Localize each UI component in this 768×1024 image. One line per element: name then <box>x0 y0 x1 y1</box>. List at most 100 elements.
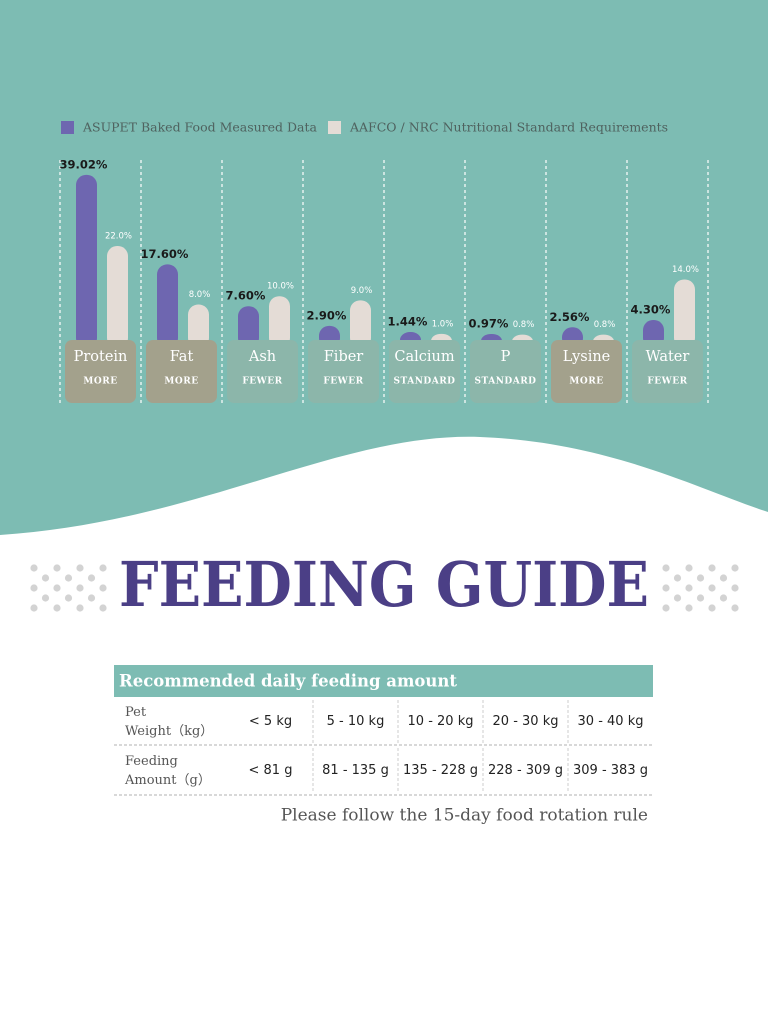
value-label: 22.0% <box>105 232 132 242</box>
row-label: Weight（kg） <box>125 724 213 739</box>
dot <box>99 584 107 592</box>
table-cell: 10 - 20 kg <box>408 714 474 729</box>
dot <box>53 564 61 572</box>
dot <box>41 594 50 602</box>
category-label: Ash <box>248 349 276 365</box>
table-cell: < 5 kg <box>249 714 292 729</box>
value-label: 1.0% <box>432 319 454 329</box>
value-label: 7.60% <box>226 289 266 303</box>
dot <box>30 604 38 612</box>
bar <box>350 300 371 348</box>
dot <box>731 604 739 612</box>
dot <box>30 584 38 592</box>
dot <box>696 594 705 602</box>
category-tag: STANDARD <box>394 377 456 387</box>
category-tag: FEWER <box>242 377 282 387</box>
bar <box>674 279 695 348</box>
category-tile <box>632 340 703 403</box>
bar <box>188 304 209 348</box>
value-label: 0.97% <box>469 316 509 330</box>
row-label: Amount（g） <box>124 773 211 788</box>
bar <box>76 174 97 348</box>
value-label: 4.30% <box>631 303 671 317</box>
dot <box>685 604 693 612</box>
row-label: Pet <box>125 705 147 720</box>
dot <box>696 574 705 582</box>
dot <box>64 574 73 582</box>
value-label: 17.60% <box>141 247 189 261</box>
value-label: 2.90% <box>307 308 347 322</box>
dot <box>64 594 73 602</box>
value-label: 10.0% <box>267 282 294 292</box>
dot <box>87 574 96 582</box>
row-label: Feeding <box>125 754 178 769</box>
value-label: 0.8% <box>513 320 535 330</box>
category-tag: FEWER <box>647 377 687 387</box>
table-cell: < 81 g <box>249 763 293 778</box>
category-tile <box>308 340 379 403</box>
bar <box>107 246 128 348</box>
legend-label: ASUPET Baked Food Measured Data <box>82 120 318 135</box>
category-label: Lysine <box>563 349 611 365</box>
value-label: 1.44% <box>388 314 428 328</box>
table-header: Recommended daily feeding amount <box>119 672 457 691</box>
category-label: Fiber <box>324 349 364 365</box>
category-tile <box>470 340 541 403</box>
dot <box>685 564 693 572</box>
dot <box>731 584 739 592</box>
dot <box>708 604 716 612</box>
dot <box>76 604 84 612</box>
bar <box>238 306 259 348</box>
value-label: 0.8% <box>594 320 616 330</box>
dot <box>30 564 38 572</box>
legend-swatch <box>61 121 74 134</box>
value-label: 14.0% <box>672 265 699 275</box>
dot <box>76 584 84 592</box>
table-cell: 135 - 228 g <box>403 763 478 778</box>
note: Please follow the 15-day food rotation r… <box>281 806 648 826</box>
table-header-bg <box>114 665 653 697</box>
value-label: 2.56% <box>550 310 590 324</box>
dot <box>662 564 670 572</box>
category-tag: FEWER <box>323 377 363 387</box>
table-cell: 5 - 10 kg <box>327 714 385 729</box>
category-label: Water <box>646 349 690 365</box>
category-tag: STANDARD <box>475 377 537 387</box>
chart: ASUPET Baked Food Measured Data AAFCO / N… <box>59 120 709 405</box>
dot <box>708 564 716 572</box>
category-label: Fat <box>170 349 194 365</box>
dot <box>719 574 728 582</box>
category-tile <box>389 340 460 403</box>
value-label: 39.02% <box>60 157 108 171</box>
dot <box>731 564 739 572</box>
table-cell: 309 - 383 g <box>573 763 648 778</box>
category-tile <box>146 340 217 403</box>
category-tile <box>551 340 622 403</box>
dot <box>673 594 682 602</box>
dot <box>53 584 61 592</box>
dot <box>53 604 61 612</box>
dot <box>99 604 107 612</box>
decoration <box>30 564 739 612</box>
category-tile <box>65 340 136 403</box>
table-cell: 30 - 40 kg <box>578 714 644 729</box>
table: Recommended daily feeding amount Pet Weigh… <box>114 665 653 796</box>
title: FEEDING GUIDE <box>119 548 649 621</box>
table-cell: 228 - 309 g <box>488 763 563 778</box>
dot <box>662 584 670 592</box>
dot <box>719 594 728 602</box>
legend-swatch <box>328 121 341 134</box>
category-tile <box>227 340 298 403</box>
category-tag: MORE <box>569 377 603 387</box>
dot <box>41 574 50 582</box>
dot <box>685 584 693 592</box>
table-cell: 81 - 135 g <box>322 763 389 778</box>
category-tag: MORE <box>164 377 198 387</box>
dot <box>708 584 716 592</box>
dot <box>76 564 84 572</box>
category-label: P <box>501 349 511 365</box>
dot <box>99 564 107 572</box>
category-label: Protein <box>74 349 128 365</box>
